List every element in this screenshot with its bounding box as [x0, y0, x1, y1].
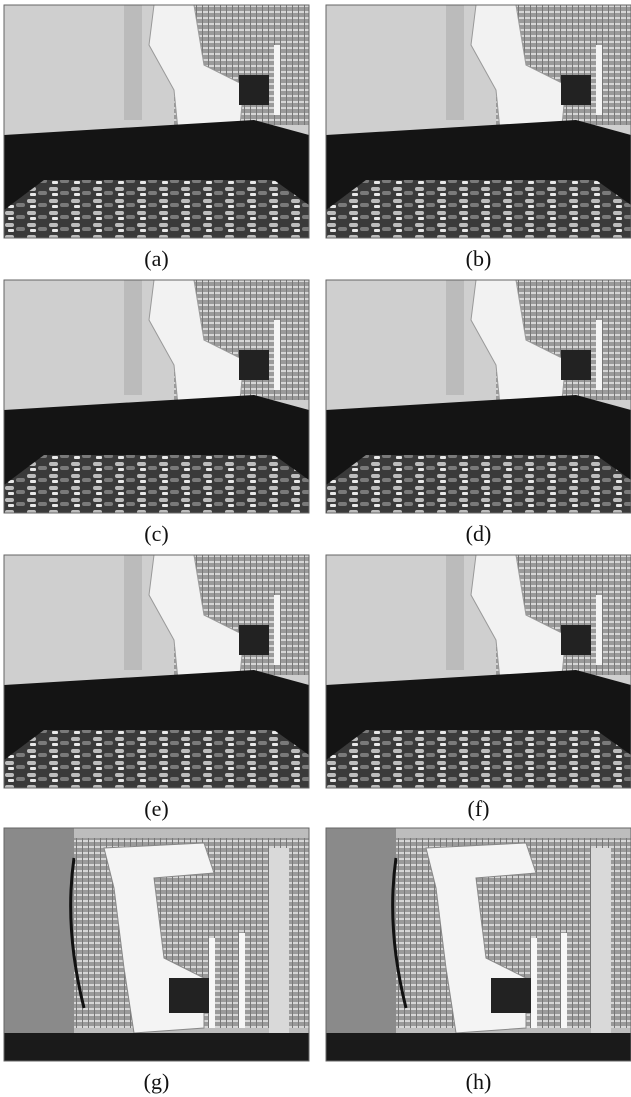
panel-label: (e) — [144, 796, 168, 821]
photo — [4, 280, 309, 513]
panel-label: (f) — [468, 796, 490, 821]
figure: (a) (b) (c) (d) (e) (f) (g) (h) — [0, 0, 631, 1097]
photo — [326, 828, 631, 1061]
photo — [326, 280, 631, 513]
panel-label: (a) — [144, 246, 168, 271]
photo — [326, 555, 631, 788]
photo — [4, 828, 309, 1061]
panel-label: (c) — [144, 521, 168, 546]
panel-label: (g) — [144, 1069, 170, 1094]
photo — [4, 5, 309, 238]
panel-label: (h) — [466, 1069, 492, 1094]
panel-label: (d) — [466, 521, 492, 546]
photo — [4, 555, 309, 788]
panel-label: (b) — [466, 246, 492, 271]
photo — [326, 5, 631, 238]
